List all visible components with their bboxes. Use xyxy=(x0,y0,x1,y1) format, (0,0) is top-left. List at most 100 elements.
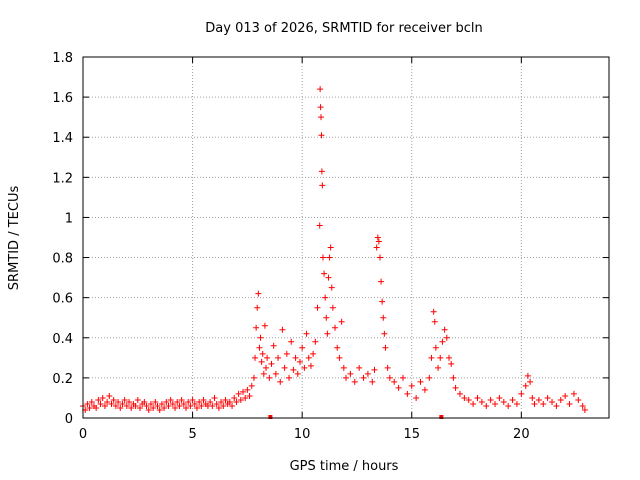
data-point xyxy=(540,400,547,407)
data-point xyxy=(446,354,453,361)
data-point xyxy=(233,398,240,405)
data-point xyxy=(222,396,229,403)
data-point xyxy=(553,402,560,409)
data-point xyxy=(369,378,376,385)
y-tick-label: 1.4 xyxy=(52,131,73,146)
data-point xyxy=(248,382,255,389)
data-point xyxy=(128,404,135,411)
data-point xyxy=(275,354,282,361)
data-point xyxy=(266,374,273,381)
data-point xyxy=(253,324,260,331)
data-point xyxy=(334,344,341,351)
data-point xyxy=(316,222,323,229)
data-point xyxy=(305,354,312,361)
data-point xyxy=(196,398,203,405)
data-point xyxy=(441,326,448,333)
data-point xyxy=(391,378,398,385)
data-point xyxy=(121,396,128,403)
data-point xyxy=(154,402,161,409)
y-tick-label: 0.8 xyxy=(52,252,73,267)
data-point xyxy=(264,354,271,361)
data-point xyxy=(544,394,551,401)
data-point xyxy=(292,354,299,361)
data-point xyxy=(211,394,218,401)
y-tick-label: 0.6 xyxy=(52,292,73,307)
data-point xyxy=(237,396,244,403)
data-point xyxy=(575,396,582,403)
data-point xyxy=(317,86,324,93)
data-point xyxy=(524,372,531,379)
data-point xyxy=(314,304,321,311)
data-point xyxy=(286,374,293,381)
y-axis-title: SRMTID / TECUs xyxy=(7,186,22,291)
data-point xyxy=(277,378,284,385)
data-point xyxy=(332,324,339,331)
data-point xyxy=(373,244,380,251)
data-point xyxy=(522,382,529,389)
data-point xyxy=(562,392,569,399)
data-point xyxy=(183,404,190,411)
data-point xyxy=(281,364,288,371)
data-point xyxy=(324,330,331,337)
y-tick-label: 1.8 xyxy=(52,51,73,66)
data-point xyxy=(439,338,446,345)
data-point xyxy=(261,322,268,329)
data-point xyxy=(557,396,564,403)
data-point xyxy=(474,394,481,401)
data-point xyxy=(374,234,381,241)
data-point xyxy=(209,402,216,409)
data-point xyxy=(371,366,378,373)
data-point xyxy=(200,396,207,403)
data-point xyxy=(529,394,536,401)
data-point xyxy=(257,334,264,341)
data-point xyxy=(193,404,200,411)
data-point xyxy=(378,278,385,285)
data-point xyxy=(437,354,444,361)
data-point xyxy=(421,386,428,393)
data-point xyxy=(254,304,261,311)
data-point xyxy=(461,394,468,401)
data-point xyxy=(134,396,141,403)
chart-title: Day 013 of 2026, SRMTID for receiver bcl… xyxy=(205,21,482,36)
data-point xyxy=(119,400,126,407)
data-point xyxy=(198,402,205,409)
data-point xyxy=(376,254,383,261)
grid-lines xyxy=(83,57,609,418)
y-tick-label: 1 xyxy=(65,211,73,226)
data-point xyxy=(318,132,325,139)
data-point xyxy=(417,378,424,385)
data-point xyxy=(360,374,367,381)
y-tick-label: 0.4 xyxy=(52,332,73,347)
data-point xyxy=(535,396,542,403)
data-point xyxy=(296,358,303,365)
data-point xyxy=(382,344,389,351)
data-point xyxy=(207,398,214,405)
data-point xyxy=(132,402,139,409)
data-point xyxy=(430,308,437,315)
data-point xyxy=(338,318,345,325)
data-point xyxy=(244,386,251,393)
data-point xyxy=(379,298,386,305)
data-point xyxy=(172,404,179,411)
y-tick-labels: 0 0.2 0.4 0.6 0.8 1 1.2 1.4 1.6 1.8 xyxy=(52,51,73,427)
data-point xyxy=(487,396,494,403)
data-point xyxy=(97,400,104,407)
data-point xyxy=(156,406,163,413)
data-point xyxy=(478,398,485,405)
data-point xyxy=(319,182,326,189)
data-point xyxy=(252,354,259,361)
data-point xyxy=(272,370,279,377)
data-point xyxy=(323,314,330,321)
data-point xyxy=(432,344,439,351)
data-point xyxy=(229,402,236,409)
data-point xyxy=(364,370,371,377)
data-point xyxy=(270,342,277,349)
data-point xyxy=(220,402,227,409)
data-point xyxy=(386,374,393,381)
data-point xyxy=(106,392,113,399)
data-point xyxy=(318,114,325,121)
data-point xyxy=(509,396,516,403)
data-point xyxy=(500,398,507,405)
data-point xyxy=(531,400,538,407)
data-point xyxy=(187,402,194,409)
